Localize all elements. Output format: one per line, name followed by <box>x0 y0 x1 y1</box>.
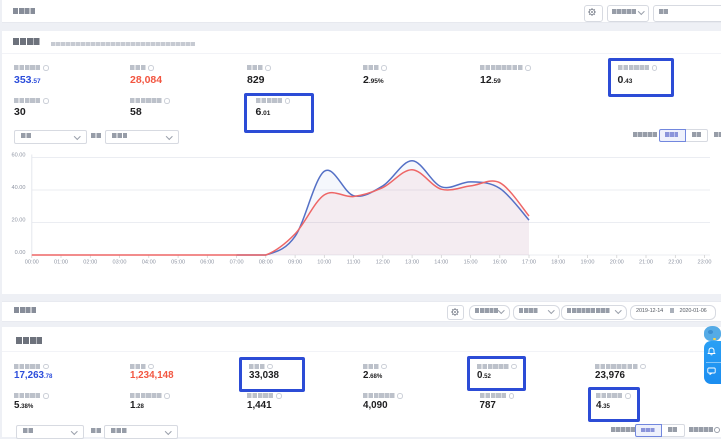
svg-text:20:00: 20:00 <box>610 260 624 266</box>
svg-text:05:00: 05:00 <box>171 260 185 266</box>
svg-text:12:00: 12:00 <box>376 260 390 266</box>
svg-text:19:00: 19:00 <box>581 260 595 266</box>
svg-text:60.00: 60.00 <box>12 152 26 158</box>
svg-text:40.00: 40.00 <box>12 185 26 191</box>
svg-text:04:00: 04:00 <box>142 260 156 266</box>
svg-text:22:00: 22:00 <box>668 260 682 266</box>
svg-text:00:00: 00:00 <box>25 260 39 266</box>
svg-text:09:00: 09:00 <box>288 260 302 266</box>
svg-text:17:00: 17:00 <box>522 260 536 266</box>
svg-text:07:00: 07:00 <box>230 260 244 266</box>
svg-text:13:00: 13:00 <box>405 260 419 266</box>
svg-text:20.00: 20.00 <box>12 217 26 223</box>
svg-text:08:00: 08:00 <box>259 260 273 266</box>
svg-text:16:00: 16:00 <box>493 260 507 266</box>
svg-text:0.00: 0.00 <box>15 250 26 256</box>
svg-text:06:00: 06:00 <box>200 260 214 266</box>
svg-text:11:00: 11:00 <box>347 260 361 266</box>
svg-text:01:00: 01:00 <box>54 260 68 266</box>
svg-text:15:00: 15:00 <box>464 260 478 266</box>
svg-text:14:00: 14:00 <box>434 260 448 266</box>
svg-text:23:00: 23:00 <box>698 260 712 266</box>
svg-text:03:00: 03:00 <box>113 260 127 266</box>
svg-text:21:00: 21:00 <box>639 260 653 266</box>
svg-text:18:00: 18:00 <box>551 260 565 266</box>
svg-text:02:00: 02:00 <box>83 260 97 266</box>
svg-text:10:00: 10:00 <box>317 260 331 266</box>
